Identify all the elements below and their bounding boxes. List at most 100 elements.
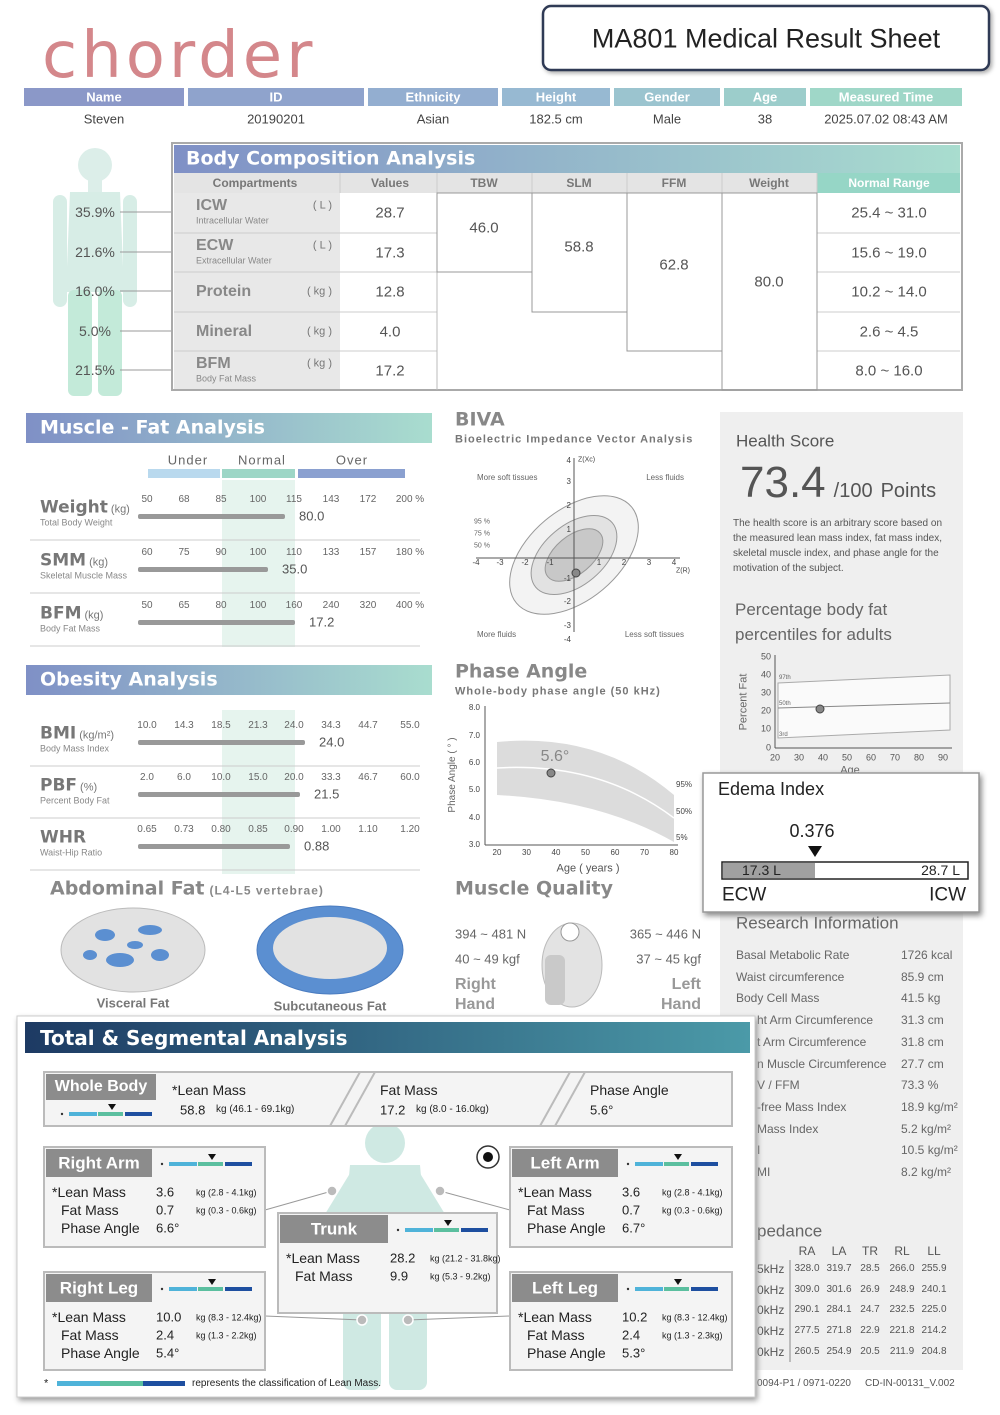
ct-image	[60, 907, 206, 993]
scale-tick: 18.5	[211, 720, 231, 731]
ecw-label: ECW	[722, 884, 767, 906]
normal-range: 10.2 ~ 14.0	[851, 283, 927, 301]
mini-pointer	[674, 1279, 682, 1285]
name-column	[174, 193, 340, 389]
box-label: Left Arm	[530, 1153, 600, 1173]
metric-label: *Lean Mass	[518, 1184, 592, 1200]
scale-tick: 90	[215, 547, 227, 558]
axis-tick: -3	[563, 621, 571, 630]
axis-tick: 20	[760, 705, 771, 716]
section-title-bar	[25, 1022, 750, 1053]
figure-leg	[343, 1290, 381, 1390]
scale-tick: 100	[249, 547, 267, 558]
figure-percent: 5.0%	[79, 323, 111, 339]
mini-bar	[198, 1287, 223, 1291]
mini-pointer	[108, 1104, 116, 1110]
metric-label: Fat Mass	[295, 1268, 353, 1284]
scale-tick: 33.3	[321, 772, 341, 783]
metric-range: kg (8.3 - 12.4kg)	[196, 1312, 262, 1323]
level-bar	[138, 792, 300, 797]
axis-label: Z(R)	[676, 567, 690, 575]
quadrant-label: Less soft tissues	[624, 630, 684, 639]
box-label: Trunk	[310, 1219, 358, 1239]
scale-tick: 320	[359, 600, 377, 611]
panel-heading: Percentage body fat percentiles for adul…	[735, 600, 892, 644]
level-label: Over	[335, 452, 369, 468]
mini-bar	[635, 1287, 663, 1291]
research-value: 31.8 cm	[901, 1034, 944, 1049]
axis-tick: 40	[817, 752, 829, 763]
research-label: -free Mass Index	[757, 1099, 847, 1114]
info-header-cell	[368, 88, 498, 106]
box-label: Right Leg	[59, 1278, 139, 1298]
column-header: Weight	[749, 176, 789, 190]
target-icon	[483, 1152, 493, 1162]
median-line	[777, 702, 951, 709]
impedance-value: 204.8	[921, 1345, 947, 1357]
metric-label: *Lean Mass	[52, 1309, 126, 1325]
row-name: PBF	[40, 775, 78, 796]
axis-tick: 50	[581, 848, 590, 857]
axis-tick: 30	[522, 848, 531, 857]
visceral-fat	[106, 953, 134, 967]
row-name: SMM	[40, 550, 87, 571]
info-value: 182.5 cm	[529, 111, 583, 127]
metric-range: kg (8.0 - 16.0kg)	[416, 1104, 489, 1115]
impedance-value: 266.0	[889, 1263, 915, 1274]
mini-bar	[434, 1228, 459, 1232]
reference-band	[497, 740, 674, 842]
compartment-unit: ( kg )	[306, 357, 332, 370]
impedance-value: 26.9	[860, 1283, 880, 1295]
info-header: Measured Time	[838, 89, 934, 105]
impedance-value: 255.9	[921, 1263, 947, 1274]
impedance-value: 277.5	[794, 1325, 820, 1337]
info-header-cell	[614, 88, 720, 106]
axis-tick: 2	[621, 558, 627, 567]
compartment-name: BFM	[196, 355, 231, 372]
measurement-point	[546, 768, 556, 778]
compartment-unit: ( kg )	[306, 325, 332, 337]
section-heading: Phase Angle	[455, 660, 588, 683]
row-unit: (kg)	[84, 609, 104, 622]
grip-image	[545, 955, 565, 1005]
metric-value: 10.0	[156, 1309, 182, 1325]
mini-bar	[691, 1287, 718, 1291]
axis-tick: 50	[760, 651, 771, 662]
axis-tick: 4	[566, 456, 571, 465]
band-label: 5%	[676, 833, 688, 842]
edema-pointer	[808, 846, 822, 857]
divider	[554, 1071, 586, 1127]
research-value: 10.5 kg/m²	[901, 1143, 958, 1158]
scale-tick: 50	[141, 494, 153, 505]
mini-pointer	[208, 1279, 216, 1285]
percentile-band	[777, 674, 951, 739]
row-value: 17.2	[309, 614, 335, 630]
figure-torso	[66, 192, 124, 292]
scale-tick: 0.80	[211, 824, 231, 835]
impedance-value: 248.9	[889, 1283, 915, 1295]
note-star: *	[44, 1377, 49, 1390]
metric-range: kg (1.3 - 2.3kg)	[662, 1330, 723, 1341]
info-header: Ethnicity	[405, 89, 461, 105]
hand-label: Left Hand	[661, 976, 701, 1013]
score-unit: Points	[880, 480, 937, 502]
metric-range: kg (1.3 - 2.2kg)	[196, 1330, 257, 1341]
section-title-bar	[26, 413, 432, 443]
metric-label: *Lean Mass	[286, 1250, 360, 1266]
impedance-value: 211.9	[889, 1345, 915, 1357]
score-max: /100	[833, 480, 873, 502]
impedance-value: 20.5	[860, 1345, 880, 1357]
axis-tick: 4.0	[468, 813, 480, 822]
joint-dot	[402, 1314, 414, 1326]
scale-tick: 100	[249, 494, 267, 505]
axis-label: Z(Xc)	[578, 456, 596, 464]
axis-tick: 50	[841, 752, 853, 763]
section-subheading: (L4-L5 vertebrae)	[209, 883, 324, 898]
impedance-value: 271.8	[826, 1325, 852, 1337]
row-value: 35.0	[282, 561, 308, 577]
research-value: 27.7 cm	[901, 1056, 944, 1071]
scale-tick: 0.85	[248, 824, 268, 835]
compartment-unit: ( L )	[312, 199, 332, 212]
connector	[439, 1190, 511, 1211]
